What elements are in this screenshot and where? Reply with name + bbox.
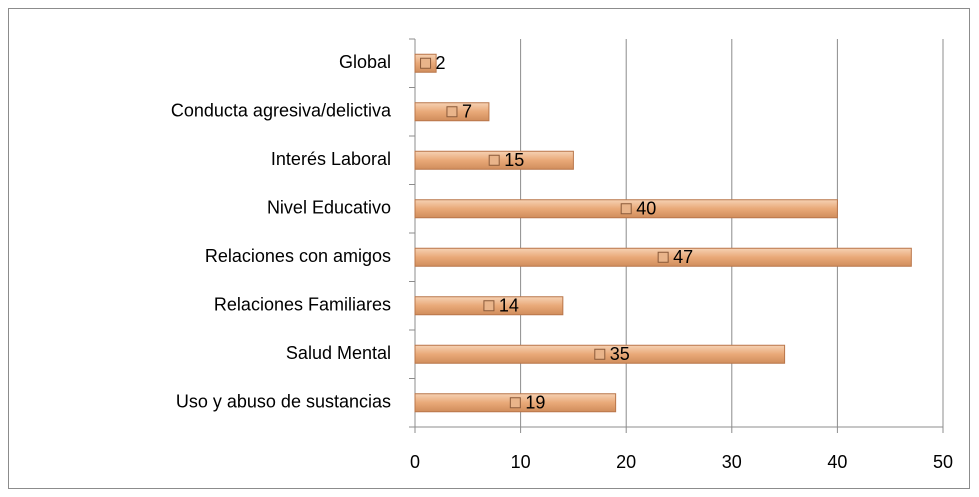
y-tick-label: Global: [339, 52, 391, 72]
y-tick-label: Salud Mental: [286, 343, 391, 363]
bar-marker: [483, 300, 495, 312]
data-label: 19: [525, 393, 545, 413]
y-tick-label: Relaciones con amigos: [205, 246, 391, 266]
bar-marker: [509, 397, 521, 409]
y-tick-label: Conducta agresiva/delictiva: [171, 101, 392, 121]
x-tick-label: 40: [827, 452, 847, 472]
x-tick-label: 30: [722, 452, 742, 472]
data-label: 7: [462, 102, 472, 122]
y-tick-label: Relaciones Familiares: [214, 295, 391, 315]
bar-marker: [488, 154, 500, 166]
data-label: 14: [499, 296, 519, 316]
y-tick-label: Nivel Educativo: [267, 198, 391, 218]
x-tick-label: 0: [410, 452, 420, 472]
data-label: 40: [636, 199, 656, 219]
x-tick-label: 10: [511, 452, 531, 472]
bar-marker: [446, 106, 458, 118]
data-label: 2: [436, 53, 446, 73]
y-tick-label: Uso y abuso de sustancias: [176, 392, 391, 412]
x-tick-label: 50: [933, 452, 953, 472]
bar-marker: [420, 57, 432, 69]
bar-marker: [657, 251, 669, 263]
y-tick-label: Interés Laboral: [271, 149, 391, 169]
x-tick-label: 20: [616, 452, 636, 472]
data-label: 35: [610, 344, 630, 364]
data-label: 15: [504, 150, 524, 170]
bar-marker: [620, 203, 632, 215]
bar-marker: [594, 348, 606, 360]
data-label: 47: [673, 247, 693, 267]
